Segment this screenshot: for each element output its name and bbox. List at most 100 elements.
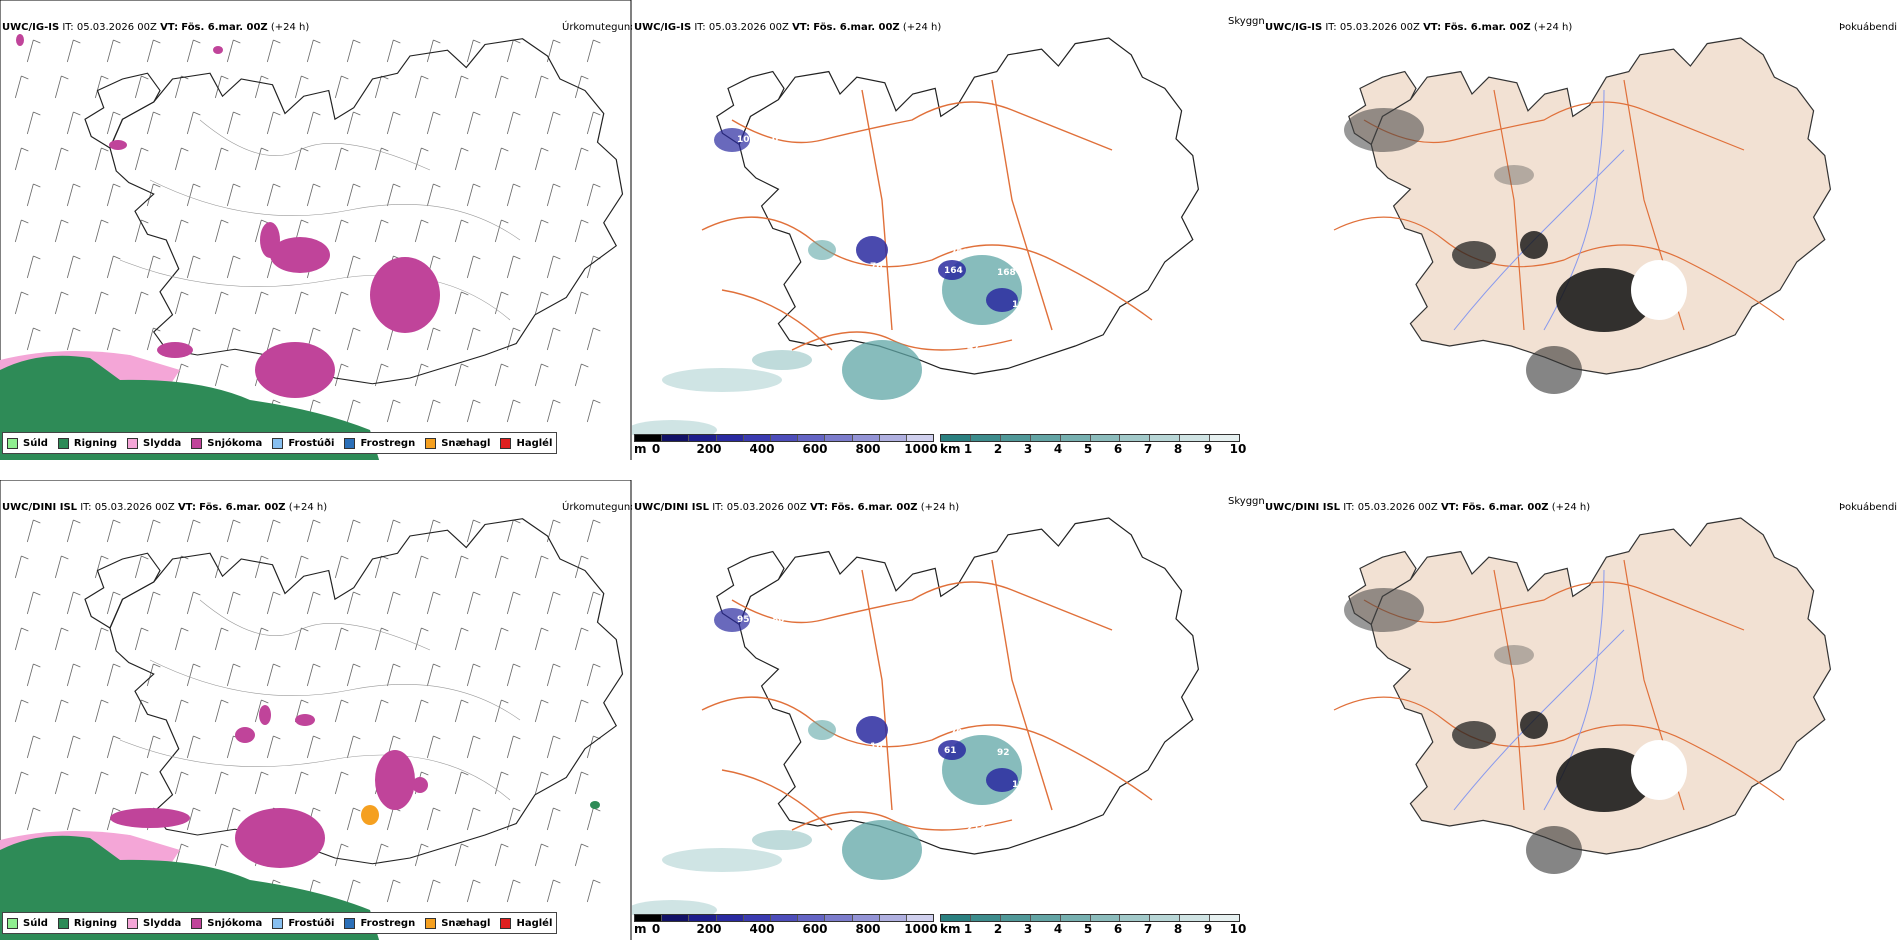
legend-label: Súld: [23, 917, 48, 929]
snow-area: [412, 777, 428, 793]
visibility-number: 95: [737, 615, 750, 625]
snow-area: [255, 342, 335, 398]
visibility-number: 280: [948, 858, 967, 868]
visibility-scale-swatch: [1180, 435, 1211, 441]
legend-swatch: [7, 437, 18, 449]
visibility-number: 180: [947, 358, 966, 368]
visibility-number: 16: [870, 742, 883, 752]
visibility-number: 79: [950, 728, 963, 738]
fog-map-svg: [1333, 517, 1832, 874]
road-network: [701, 559, 1153, 831]
height-scale-bar: [634, 434, 934, 442]
precip-legend-item: Slydda: [127, 437, 181, 449]
fog-index-map: UWC/DINI ISL IT: 05.03.2026 00Z VT: Fös.…: [1264, 480, 1900, 950]
height-scale-swatch: [689, 915, 717, 921]
precip-legend-item: Haglél: [500, 917, 552, 929]
height-scale-swatch: [852, 435, 880, 441]
cloud-base-area: [856, 236, 888, 264]
visibility-scale-tick: 9: [1203, 442, 1213, 456]
low-visibility-area: [752, 350, 812, 370]
legend-swatch: [7, 917, 18, 929]
snow-area: [235, 727, 255, 743]
height-scale-bar: [634, 914, 934, 922]
height-scale-swatch: [852, 915, 880, 921]
visibility-scale-tick: 8: [1173, 922, 1183, 936]
fog-area: [1452, 241, 1496, 269]
visibility-number: 286: [944, 395, 963, 405]
legend-swatch: [425, 917, 437, 929]
fog-area: [1526, 826, 1582, 874]
visibility-number: 27: [948, 378, 961, 388]
legend-swatch: [344, 437, 356, 449]
legend-label: Snæhagl: [441, 437, 491, 449]
visibility-scale-swatch: [1000, 915, 1031, 921]
visibility-scale-bar: [940, 434, 1240, 442]
cloud-base-area: [714, 128, 750, 152]
height-scale-tick: 0: [651, 922, 661, 936]
height-scale-swatch: [743, 435, 771, 441]
fog-it-label: IT:: [1325, 22, 1337, 33]
legend-label: Snjókoma: [207, 437, 263, 449]
fog-vt-label: VT:: [1440, 502, 1459, 513]
precip-legend-item: Snjókoma: [191, 437, 263, 449]
visibility-scale-swatch: [970, 915, 1001, 921]
fog-area: [1452, 721, 1496, 749]
fog-model: UWC/DINI ISL: [1265, 502, 1341, 513]
visibility-scale-bar: [940, 914, 1240, 922]
precip-vt-label: VT:: [177, 502, 196, 513]
visibility-number: 76: [870, 262, 883, 272]
visibility-scale-tick: 7: [1143, 442, 1153, 456]
visibility-number: 164: [944, 266, 963, 276]
legend-label: Slydda: [143, 917, 182, 929]
height-scale-tick: 600: [802, 442, 828, 456]
precip-legend-item: Frostúði: [272, 437, 334, 449]
precip-type-map: Súld Rigning Slydda Snjókoma Frostúði Frostre…: [0, 0, 632, 460]
visibility-vt-label: VT:: [809, 502, 828, 513]
cloud-base-area: [856, 716, 888, 744]
height-scale-tick: 800: [855, 922, 881, 936]
cloud-base-area: [986, 768, 1018, 792]
precip-map-svg: [0, 0, 632, 460]
visibility-number: 68: [1052, 340, 1065, 350]
visibility-scale-swatch: [1000, 435, 1031, 441]
height-scale-swatch: [689, 435, 717, 441]
height-scale-tick: 0: [651, 442, 661, 456]
height-scale-swatch: [825, 435, 853, 441]
legend-swatch: [425, 437, 437, 449]
fog-area: [1526, 346, 1582, 394]
legend-label: Snæhagl: [441, 917, 491, 929]
precip-legend-item: Súld: [7, 437, 48, 449]
legend-label: Súld: [23, 437, 48, 449]
legend-swatch: [57, 917, 69, 929]
precip-title: Úrkomutegund: [562, 22, 632, 33]
precip-legend-item: Frostregn: [344, 437, 415, 449]
visibility-scale: km 1 2 3 4 5 6 7 8 9 10: [940, 434, 1246, 456]
iceland-outline: [716, 37, 1200, 375]
height-scale-swatch: [635, 435, 663, 441]
precip-header: UWC/IG-IS IT: 05.03.2026 00Z VT: Fös. 6.…: [2, 22, 309, 34]
fog-area: [1556, 748, 1652, 812]
visibility-scale-tick: 9: [1203, 922, 1213, 936]
legend-swatch: [127, 917, 139, 929]
visibility-scale-tick: 5: [1083, 442, 1093, 456]
legend-swatch: [272, 437, 284, 449]
height-scale-swatch: [743, 915, 771, 921]
precip-model: UWC/DINI ISL: [2, 502, 78, 513]
road-network: [1333, 559, 1785, 811]
visibility-scale-tick: 2: [993, 922, 1003, 936]
height-scale-tick: 200: [696, 442, 722, 456]
legend-swatch: [272, 917, 284, 929]
terrain-lines: [119, 119, 521, 321]
visibility-scale-swatch: [1060, 435, 1091, 441]
iceland-outline: [84, 518, 624, 865]
visibility-vt-value: Fös. 6.mar. 00Z: [813, 22, 900, 33]
height-scale-swatch: [716, 435, 744, 441]
visibility-scale-swatch: [1060, 915, 1091, 921]
fog-vt-value: Fös. 6.mar. 00Z: [1444, 22, 1531, 33]
fog-area: [1520, 711, 1548, 739]
glacier-area: [1631, 740, 1687, 800]
low-visibility-area: [808, 240, 836, 260]
height-scale-swatch: [662, 915, 690, 921]
visibility-scale-unit: km: [940, 922, 961, 936]
height-scale-swatch: [825, 915, 853, 921]
